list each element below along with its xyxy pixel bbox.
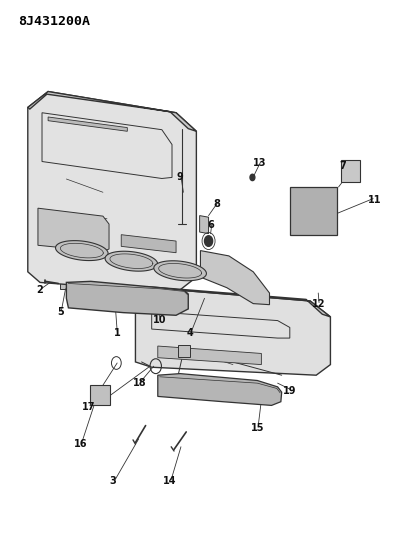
Text: 10: 10 — [153, 314, 166, 325]
Polygon shape — [135, 288, 330, 375]
Text: 6: 6 — [207, 220, 214, 230]
Circle shape — [250, 174, 255, 181]
Text: 4: 4 — [187, 328, 193, 338]
Text: 5: 5 — [57, 306, 64, 317]
Circle shape — [204, 236, 213, 246]
Text: 8J431200A: 8J431200A — [18, 14, 90, 28]
Polygon shape — [154, 261, 207, 281]
Text: 19: 19 — [283, 386, 297, 396]
Text: 16: 16 — [74, 439, 88, 449]
Polygon shape — [200, 216, 209, 233]
FancyBboxPatch shape — [290, 187, 337, 235]
FancyBboxPatch shape — [341, 160, 360, 182]
Polygon shape — [158, 346, 261, 365]
Text: 3: 3 — [110, 477, 117, 486]
Text: 2: 2 — [36, 285, 43, 295]
Polygon shape — [158, 374, 282, 406]
Polygon shape — [38, 208, 109, 252]
FancyBboxPatch shape — [60, 279, 72, 289]
Text: 12: 12 — [312, 298, 325, 309]
Text: 11: 11 — [369, 195, 382, 205]
Text: 1: 1 — [114, 328, 121, 338]
Text: 8: 8 — [213, 199, 220, 209]
Polygon shape — [66, 281, 188, 316]
Text: 9: 9 — [177, 172, 184, 182]
Polygon shape — [200, 251, 270, 305]
Polygon shape — [28, 92, 196, 293]
Text: 7: 7 — [339, 161, 346, 171]
Polygon shape — [105, 251, 158, 271]
Text: 15: 15 — [251, 423, 264, 433]
Text: 13: 13 — [253, 158, 266, 168]
Polygon shape — [135, 287, 330, 317]
Polygon shape — [28, 92, 196, 131]
FancyBboxPatch shape — [178, 345, 190, 357]
Polygon shape — [121, 235, 176, 253]
Text: 18: 18 — [133, 378, 146, 388]
Polygon shape — [56, 240, 108, 261]
Polygon shape — [48, 117, 127, 131]
Text: 17: 17 — [82, 402, 95, 412]
FancyBboxPatch shape — [90, 385, 110, 406]
Text: 14: 14 — [163, 477, 177, 486]
